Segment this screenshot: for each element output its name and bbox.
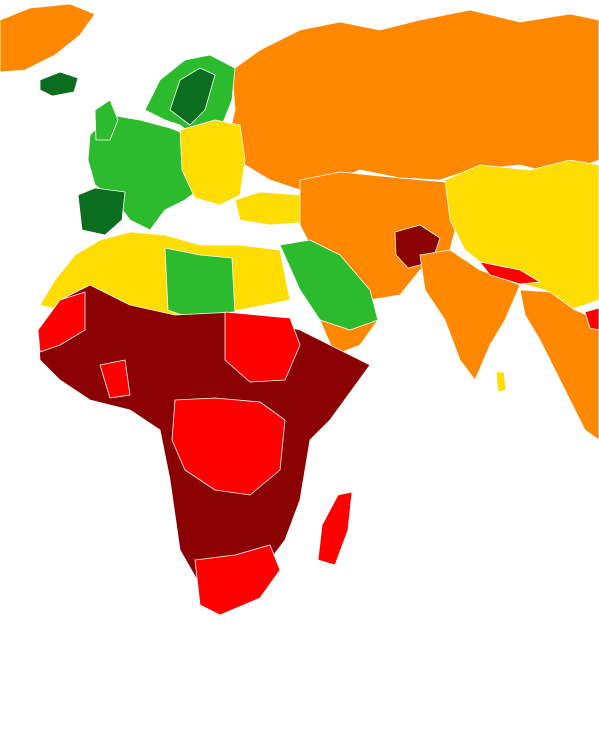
country-region	[99, 359, 131, 399]
country-region	[224, 311, 301, 383]
country-region	[37, 291, 86, 353]
country-region	[164, 247, 236, 321]
country-region	[77, 187, 126, 236]
country-region	[39, 71, 79, 97]
country-region	[179, 119, 246, 206]
country-region	[171, 397, 286, 496]
country-region	[317, 491, 353, 566]
country-region	[584, 307, 599, 331]
country-region	[169, 67, 216, 126]
country-region	[419, 249, 521, 381]
country-region	[0, 3, 96, 73]
country-region	[227, 9, 599, 191]
country-region	[479, 261, 541, 285]
country-region	[194, 544, 281, 616]
country-region	[495, 371, 507, 393]
country-region	[519, 289, 599, 441]
country-region	[94, 99, 119, 141]
